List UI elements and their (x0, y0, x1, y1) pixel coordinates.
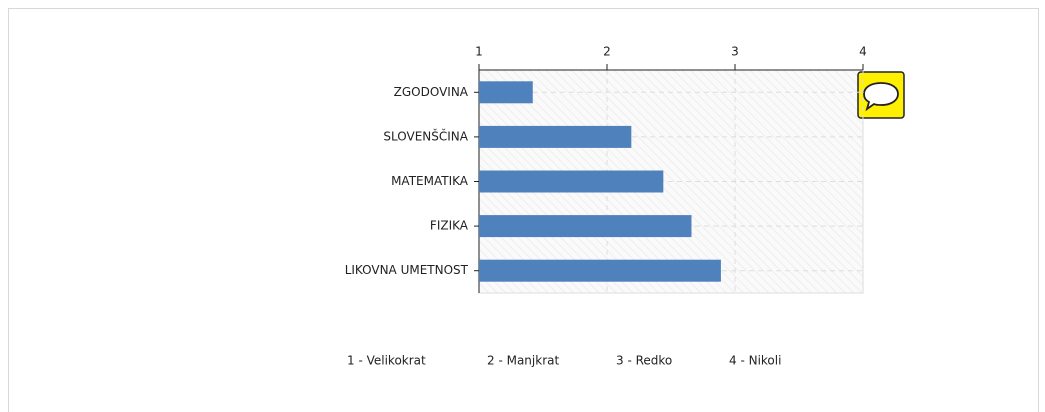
legend-note: 2 - Manjkrat (487, 354, 559, 368)
bar (479, 81, 533, 104)
x-tick-label: 2 (603, 45, 611, 59)
bar (479, 259, 721, 282)
legend-note: 3 - Redko (616, 354, 672, 368)
frame (8, 8, 1039, 412)
legend-note: 1 - Velikokrat (347, 354, 426, 368)
bar (479, 215, 692, 238)
legend-note: 4 - Nikoli (729, 354, 781, 368)
bar (479, 170, 664, 193)
y-tick-label: LIKOVNA UMETNOST (345, 263, 469, 277)
comment-icon[interactable] (857, 71, 905, 119)
y-tick-label: SLOVENŠČINA (383, 128, 468, 143)
x-tick-label: 4 (859, 45, 867, 59)
y-tick-label: MATEMATIKA (391, 174, 469, 188)
x-tick-label: 3 (731, 45, 739, 59)
y-tick-label: FIZIKA (430, 219, 469, 233)
y-tick-label: ZGODOVINA (394, 85, 469, 99)
bar (479, 125, 632, 148)
x-tick-label: 1 (475, 45, 483, 59)
